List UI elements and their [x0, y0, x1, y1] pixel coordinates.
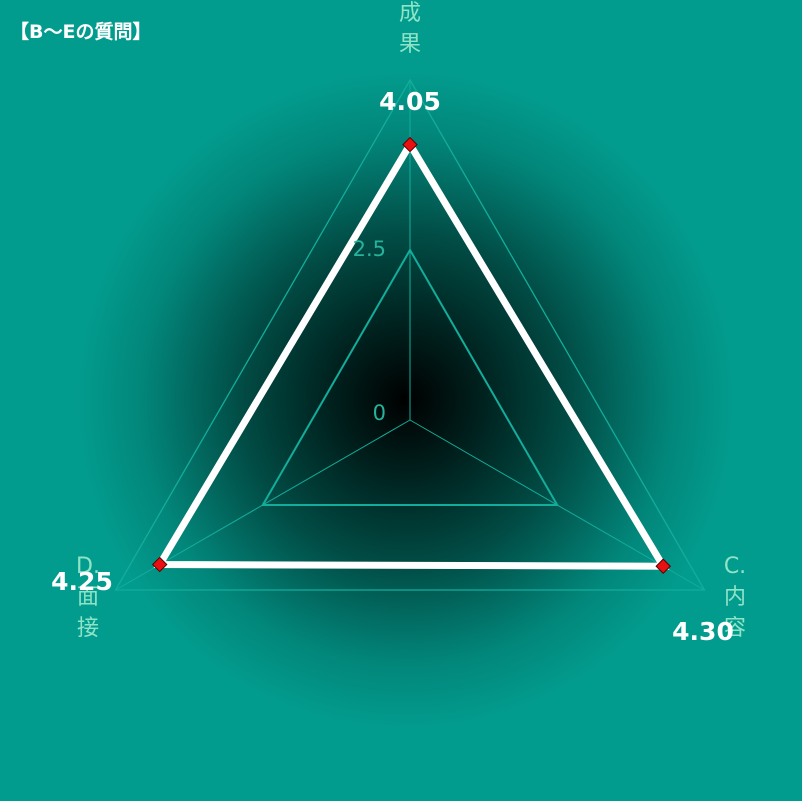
series-line — [153, 137, 670, 570]
value-label: 4.25 — [51, 567, 113, 596]
axis-label-line: D. — [76, 554, 100, 579]
axis-label-line: C. — [724, 554, 746, 579]
data-point — [151, 556, 168, 573]
axis-label-0: 成果 — [399, 1, 421, 57]
axis-label-2: D. 面接 — [76, 554, 100, 641]
data-point — [655, 558, 672, 574]
chart-white-strip — [802, 0, 812, 801]
tick-label: 2.5 — [353, 237, 386, 261]
tick-label: 0 — [373, 401, 386, 425]
axis-spoke-1 — [409, 419, 705, 591]
axis-label-line: 接 — [77, 616, 99, 641]
axis-label-line: 面 — [77, 585, 99, 610]
data-point — [402, 136, 418, 153]
axis-label-line: 内 — [724, 585, 746, 610]
chart-title: 【B〜Eの質問】 — [10, 20, 151, 43]
axis-label-1: C. 内容 — [724, 554, 746, 641]
axis-label-line: 果 — [399, 32, 421, 57]
value-label: 4.30 — [672, 617, 734, 646]
axis-label-line: 成 — [399, 1, 421, 26]
axis-label-line: 容 — [724, 616, 746, 641]
grid-ring-5 — [114, 78, 706, 591]
value-label: 4.05 — [379, 87, 441, 116]
grid-ring-2-5 — [261, 247, 559, 506]
